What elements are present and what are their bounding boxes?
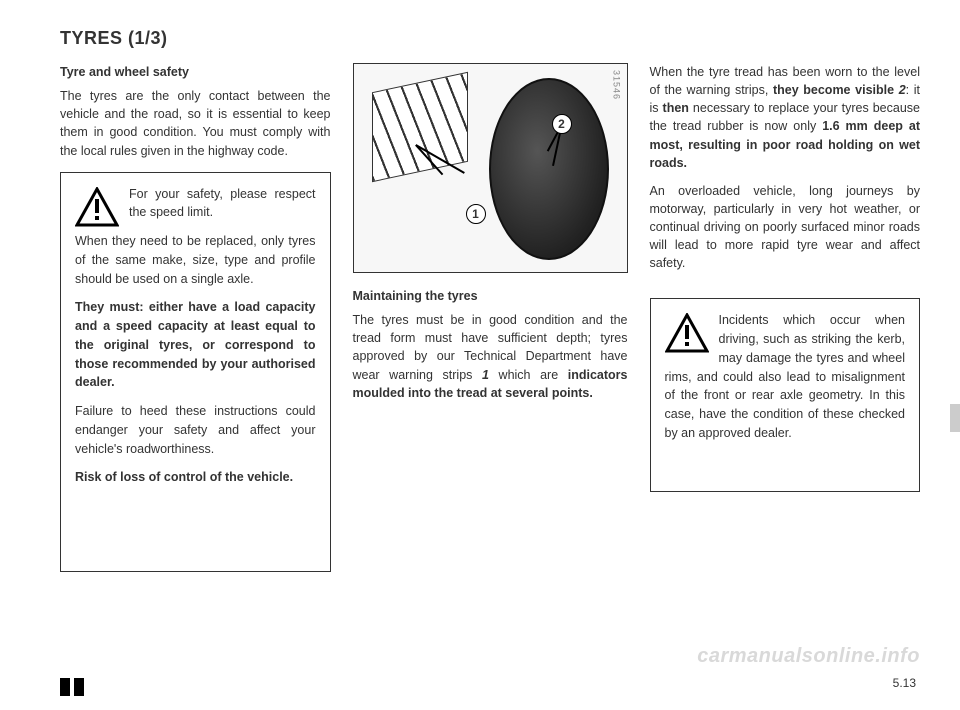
page-title: TYRES (1/3) bbox=[60, 28, 920, 49]
maintaining-heading: Maintaining the tyres bbox=[353, 287, 628, 305]
column-middle: 31546 1 2 Maintaining the tyres The tyre… bbox=[353, 63, 628, 572]
maintaining-para: The tyres must be in good condition and … bbox=[353, 311, 628, 402]
tyre-safety-heading: Tyre and wheel safety bbox=[60, 63, 331, 81]
warn1-p3: They must: either have a load ca­pacity … bbox=[75, 298, 316, 392]
overload-para: An overloaded vehicle, long journeys by … bbox=[650, 182, 921, 273]
page-number: 5.13 bbox=[893, 676, 916, 690]
warn1-p5: Risk of loss of control of the ve­hicle. bbox=[75, 468, 316, 487]
tyre-illustration bbox=[489, 78, 609, 260]
warn1-p4: Failure to heed these instructions could… bbox=[75, 402, 316, 458]
manual-page: TYRES (1/3) Tyre and wheel safety The ty… bbox=[0, 0, 960, 710]
worn-ref-2: 2 bbox=[899, 83, 906, 97]
watermark-text: carmanualsonline.info bbox=[697, 645, 920, 668]
column-left: Tyre and wheel safety The tyres are the … bbox=[60, 63, 331, 572]
side-tab-marker bbox=[950, 404, 960, 432]
worn-e: then bbox=[663, 101, 689, 115]
warning-triangle-icon bbox=[665, 313, 709, 353]
figure-image-number: 31546 bbox=[609, 70, 622, 100]
warning-triangle-icon bbox=[75, 187, 119, 227]
maint-ref-1: 1 bbox=[482, 368, 489, 382]
callout-2: 2 bbox=[552, 114, 572, 134]
warning-box-speed-limit: For your safety, please re­spect the spe… bbox=[60, 172, 331, 572]
maint-text-c: which are bbox=[489, 368, 568, 382]
title-page-indicator: (1/3) bbox=[128, 28, 168, 48]
column-right: When the tyre tread has been worn to the… bbox=[650, 63, 921, 572]
tyre-figure: 31546 1 2 bbox=[353, 63, 628, 273]
worn-b: they become visible bbox=[773, 83, 899, 97]
warning-box-kerb: Incidents which occur when driving, such… bbox=[650, 298, 921, 492]
worn-tread-para: When the tyre tread has been worn to the… bbox=[650, 63, 921, 172]
warn1-p2: When they need to be re­placed, only tyr… bbox=[75, 232, 316, 288]
callout-1: 1 bbox=[466, 204, 486, 224]
tyre-safety-para: The tyres are the only contact between t… bbox=[60, 87, 331, 160]
footer-crop-marks bbox=[60, 678, 70, 696]
title-main: TYRES bbox=[60, 28, 128, 48]
content-columns: Tyre and wheel safety The tyres are the … bbox=[60, 63, 920, 572]
